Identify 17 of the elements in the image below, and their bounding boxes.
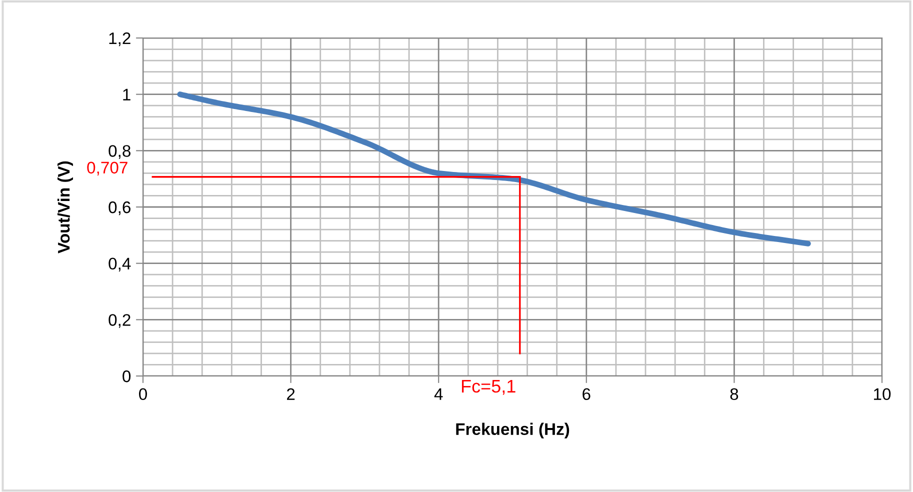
x-tick-label: 4 xyxy=(434,388,443,400)
y-axis-title: Vout/Vin (V) xyxy=(57,161,73,254)
x-axis-title: Frekuensi (Hz) xyxy=(456,422,570,438)
y-tick-label: 0 xyxy=(122,370,131,382)
x-tick-label: 2 xyxy=(287,388,295,400)
y-tick-label: 0,4 xyxy=(108,258,131,272)
y-tick-label: 0,2 xyxy=(108,314,130,328)
y-tick-label: 1 xyxy=(123,88,130,100)
y-tick-label: 0,6 xyxy=(108,201,130,216)
ref-line-label: 0,707 xyxy=(87,162,128,176)
x-tick-label: 8 xyxy=(730,388,738,400)
x-tick-label: 10 xyxy=(874,388,891,400)
x-tick-label: 0 xyxy=(139,388,147,400)
y-tick-label: 0,8 xyxy=(108,145,130,159)
y-tick-label: 1,2 xyxy=(109,32,130,46)
x-tick-label: 6 xyxy=(582,388,590,400)
ref-line-label: Fc=5,1 xyxy=(462,380,516,395)
